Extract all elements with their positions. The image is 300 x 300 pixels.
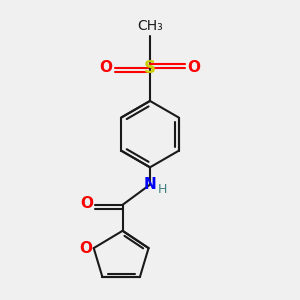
Text: CH₃: CH₃ xyxy=(137,19,163,33)
Text: O: O xyxy=(100,60,112,75)
Text: N: N xyxy=(144,177,156,192)
Text: H: H xyxy=(158,183,167,196)
Text: O: O xyxy=(79,241,92,256)
Text: O: O xyxy=(188,60,200,75)
Text: S: S xyxy=(144,59,156,77)
Text: O: O xyxy=(81,196,94,211)
